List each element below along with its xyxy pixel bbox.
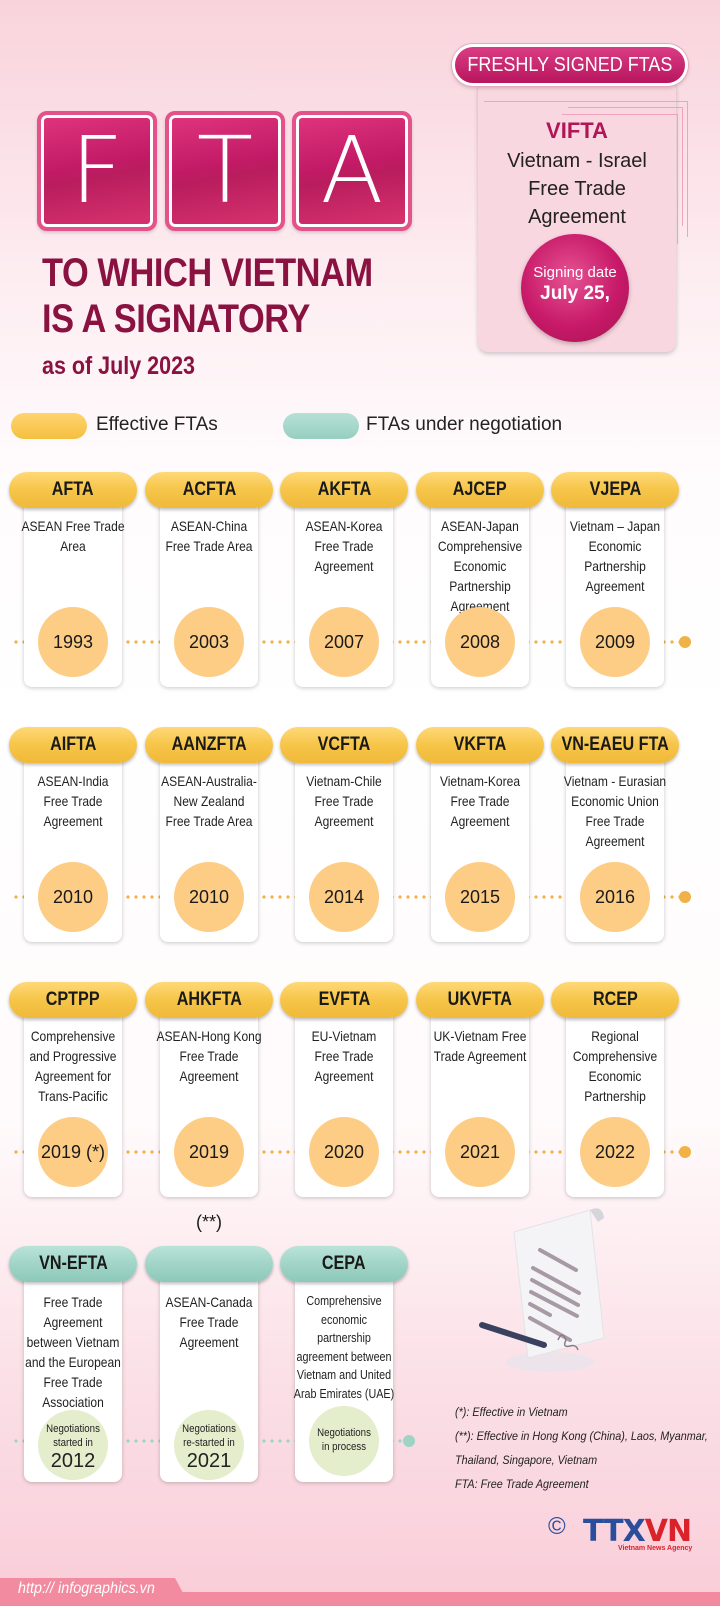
fta-code-pill: UKVFTA [416,982,544,1018]
negotiation-status-circle: Negotiations in process [309,1406,379,1476]
fta-year: 1993 [38,607,108,677]
as-of-date: as of July 2023 [42,352,195,380]
negotiation-description: Comprehensive economic partnership agreemen… [293,1294,395,1401]
fta-description: Regional Comprehensive Economic Partnership [572,1028,658,1104]
title-line-2: IS A SIGNATORY [42,297,310,341]
ttxvn-logo: TTXVN [583,1514,692,1549]
note-1: (*): Effective in Vietnam [455,1405,568,1419]
vifta-code: VIFTA [546,118,608,143]
fta-description: ASEAN-China Free Trade Area [165,518,253,554]
fta-code-pill: AFTA [9,472,137,508]
footer-tab [0,1578,190,1606]
fta-year: 2009 [580,607,650,677]
signing-label: Signing date [533,264,617,281]
negotiation-status-circle: Negotiations re-started in 2021 [174,1410,244,1480]
fta-description: EU-Vietnam Free Trade Agreement [311,1028,377,1084]
fta-year: 2008 [445,607,515,677]
signed-document-icon [479,1208,605,1372]
fta-year: 2010 [174,862,244,932]
freshly-signed-badge: FRESHLY SIGNED FTAS [452,44,688,86]
timeline-end-dot [403,1435,415,1447]
fta-description: ASEAN-Australia- New Zealand Free Trade Ar… [161,773,257,829]
legend-negotiation-swatch [283,413,359,439]
signing-date-circle: Signing date July 25, [521,234,629,342]
fta-code-pill: VN-EAEU FTA [551,727,679,763]
fta-year: 2021 [445,1117,515,1187]
fta-description: Vietnam-Korea Free Trade Agreement [439,773,521,829]
fta-code-pill: RCEP [551,982,679,1018]
negotiation-description: Free Trade Agreement between Vietnam and th… [25,1294,121,1410]
vifta-name: Vietnam - Israel Free Trade Agreement [507,150,647,228]
deco-line [562,114,678,244]
fta-description: Vietnam – Japan Economic Partnership Agreem… [569,518,661,594]
fta-year: 2016 [580,862,650,932]
fta-description: ASEAN Free Trade Area [21,518,125,554]
fta-description: ASEAN-Hong Kong Free Trade Agreement [156,1028,262,1084]
fta-year: 2003 [174,607,244,677]
copyright-icon: © [548,1513,566,1540]
fta-code-pill: EVFTA [280,982,408,1018]
negotiation-description: ASEAN-Canada Free Trade Agreement [165,1294,253,1350]
fta-year: 2022 [580,1117,650,1187]
note-3: Thailand, Singapore, Vietnam [455,1453,598,1467]
note-4: FTA: Free Trade Agreement [455,1477,589,1491]
legend-effective-label: Effective FTAs [96,414,218,435]
fta-description: Vietnam-Chile Free Trade Agreement [306,773,382,829]
timeline-end-dot [679,891,691,903]
fta-code-pill: ACFTA [145,472,273,508]
fta-description: Comprehensive and Progressive Agreement fo… [29,1028,117,1104]
tile-f: F [37,111,157,231]
logo-subtitle: Vietnam News Agency [618,1545,693,1552]
fta-year: 2019 (**) [174,1117,244,1232]
fta-description: UK-Vietnam Free Trade Agreement [433,1028,527,1064]
negotiation-code-pill: CEPA [280,1246,408,1282]
fta-year: 2014 [309,862,379,932]
timeline-end-dot [679,1146,691,1158]
fta-code-pill: AIFTA [9,727,137,763]
fta-description: ASEAN-Korea Free Trade Agreement [305,518,383,574]
title-line-1: TO WHICH VIETNAM [42,251,373,295]
source-link[interactable]: http:// infographics.vn [18,1580,155,1597]
fta-code-pill: AHKFTA [145,982,273,1018]
fta-description: ASEAN-India Free Trade Agreement [37,773,109,829]
fta-year: 2020 [309,1117,379,1187]
timeline-end-dot [679,636,691,648]
fta-code-pill: VCFTA [280,727,408,763]
fta-code-pill: AKFTA [280,472,408,508]
negotiation-code-pill: VN-EFTA [9,1246,137,1282]
fta-description: ASEAN-Japan Comprehensive Economic Partners… [437,518,523,614]
signing-date: July 25, [540,283,610,304]
deco-line [484,101,688,237]
fta-year: 2019 (*) [38,1117,108,1187]
deco-line [568,107,683,226]
fta-code-pill: VKFTA [416,727,544,763]
fta-year: 2010 [38,862,108,932]
legend-effective-swatch [11,413,87,439]
page-title: TO WHICH VIETNAM IS A SIGNATORY [42,250,373,342]
legend-negotiation-label: FTAs under negotiation [366,414,563,435]
note-2: (**): Effective in Hong Kong (China), La… [455,1429,708,1443]
fta-code-pill: VJEPA [551,472,679,508]
fta-code-pill: AJCEP [416,472,544,508]
fta-code-pill: AANZFTA [145,727,273,763]
fta-description: Vietnam - Eurasian Economic Union Free Tra… [563,773,667,849]
fta-year: 2015 [445,862,515,932]
fta-year: 2007 [309,607,379,677]
tile-t: T [165,111,285,231]
tile-a: A [292,111,412,231]
negotiation-code-pill [145,1246,273,1282]
negotiation-status-circle: Negotiations started in 2012 [38,1410,108,1480]
fta-code-pill: CPTPP [9,982,137,1018]
